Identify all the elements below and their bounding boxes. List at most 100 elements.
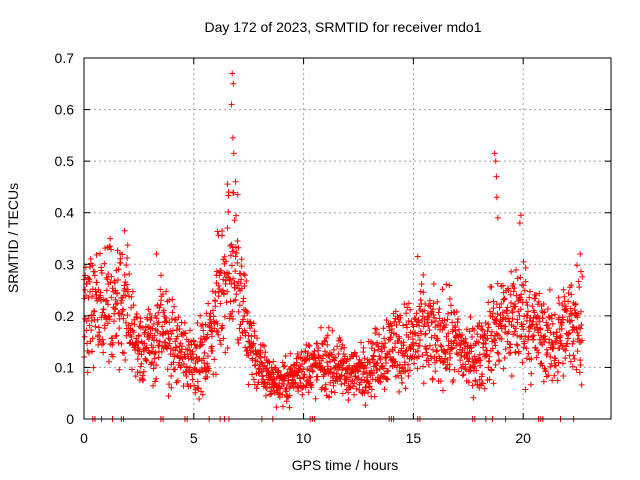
data-point xyxy=(236,302,243,309)
data-point xyxy=(567,358,574,365)
data-point xyxy=(505,315,512,322)
data-point xyxy=(98,264,105,271)
data-point xyxy=(547,353,554,360)
data-point xyxy=(425,322,432,329)
data-point xyxy=(356,356,363,363)
data-point xyxy=(212,303,219,310)
data-point xyxy=(321,386,328,393)
data-point xyxy=(109,334,116,341)
data-point xyxy=(457,357,464,364)
data-point xyxy=(210,307,217,314)
data-point xyxy=(315,345,322,352)
data-point xyxy=(86,278,93,285)
data-point xyxy=(158,348,165,355)
data-point xyxy=(272,364,279,371)
data-point xyxy=(235,244,242,251)
y-tick-labels: 0 0.1 0.2 0.3 0.4 0.5 0.6 0.7 xyxy=(55,50,75,427)
data-point xyxy=(150,365,157,372)
data-point xyxy=(437,378,444,385)
data-point xyxy=(128,293,135,300)
data-point xyxy=(368,345,375,352)
data-point xyxy=(122,356,129,363)
data-point xyxy=(214,320,221,327)
data-point xyxy=(371,370,378,377)
data-point xyxy=(300,374,307,381)
data-point xyxy=(490,298,497,305)
data-point xyxy=(89,286,96,293)
data-point xyxy=(578,381,585,388)
data-point xyxy=(554,368,561,375)
data-point xyxy=(398,345,405,352)
data-point xyxy=(434,298,441,305)
data-point xyxy=(230,189,237,196)
data-point xyxy=(200,327,207,334)
data-point xyxy=(174,333,181,340)
data-point xyxy=(114,277,121,284)
data-point xyxy=(258,359,265,366)
data-point xyxy=(105,301,112,308)
data-point xyxy=(196,368,203,375)
data-point xyxy=(528,355,535,362)
data-point xyxy=(85,294,92,301)
data-point xyxy=(108,294,115,301)
data-point xyxy=(513,267,520,274)
data-point xyxy=(230,275,237,282)
data-point xyxy=(350,383,357,390)
data-point xyxy=(186,347,193,354)
data-point xyxy=(334,378,341,385)
data-point xyxy=(273,404,280,411)
data-point xyxy=(120,306,127,313)
data-point xyxy=(568,282,575,289)
data-point xyxy=(325,324,332,331)
data-point xyxy=(485,299,492,306)
data-point xyxy=(171,303,178,310)
data-point xyxy=(149,325,156,332)
data-point xyxy=(493,173,500,180)
data-point xyxy=(560,372,567,379)
data-point xyxy=(529,318,536,325)
data-point xyxy=(244,309,251,316)
data-point xyxy=(111,318,118,325)
data-point xyxy=(173,379,180,386)
data-point xyxy=(382,359,389,366)
data-point xyxy=(155,309,162,316)
data-point xyxy=(104,320,111,327)
data-point xyxy=(255,369,262,376)
data-point xyxy=(171,353,178,360)
data-point xyxy=(182,369,189,376)
data-point xyxy=(86,322,93,329)
data-point xyxy=(106,243,113,250)
data-point xyxy=(155,319,162,326)
data-point xyxy=(143,357,150,364)
data-point xyxy=(351,391,358,398)
data-point xyxy=(502,346,509,353)
data-point xyxy=(453,308,460,315)
data-point xyxy=(446,361,453,368)
data-point xyxy=(324,341,331,348)
data-point xyxy=(423,346,430,353)
data-point xyxy=(543,373,550,380)
data-point xyxy=(116,325,123,332)
data-point xyxy=(422,349,429,356)
data-point xyxy=(515,348,522,355)
data-point xyxy=(453,342,460,349)
data-point xyxy=(569,363,576,370)
data-point xyxy=(113,332,120,339)
data-point xyxy=(201,360,208,367)
data-point xyxy=(108,335,115,342)
data-point xyxy=(444,316,451,323)
data-point xyxy=(89,348,96,355)
data-point xyxy=(380,365,387,372)
data-point xyxy=(224,181,231,188)
data-point xyxy=(100,340,107,347)
data-point xyxy=(135,339,142,346)
data-point xyxy=(287,350,294,357)
data-point xyxy=(469,334,476,341)
data-point xyxy=(544,306,551,313)
data-point xyxy=(220,335,227,342)
data-point xyxy=(486,376,493,383)
data-point xyxy=(233,291,240,298)
data-point xyxy=(459,372,466,379)
data-point xyxy=(140,377,147,384)
data-point xyxy=(502,323,509,330)
